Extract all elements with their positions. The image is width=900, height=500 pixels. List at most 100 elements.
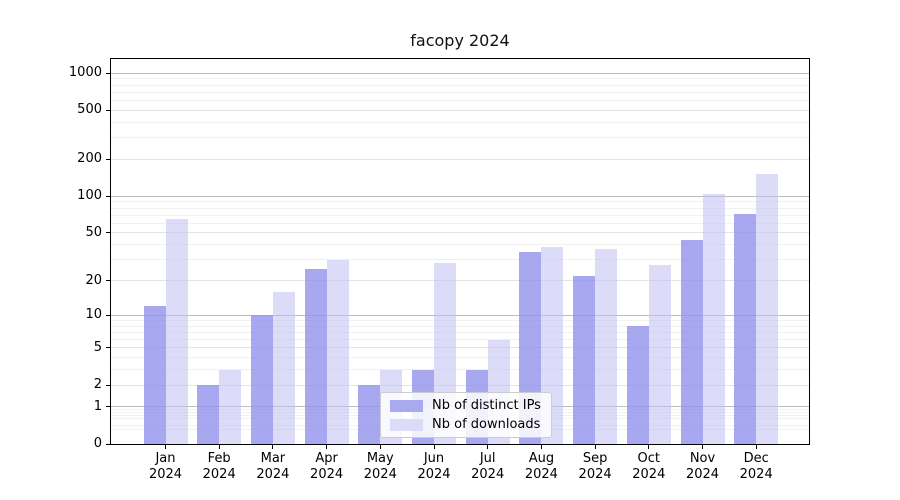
- minor-gridline: [111, 78, 809, 80]
- y-tick: [106, 280, 110, 282]
- y-axis-tick-label: 50: [85, 224, 102, 240]
- x-tick: [218, 445, 220, 449]
- x-axis-tick-label: May 2024: [363, 451, 397, 482]
- gridline: [111, 232, 809, 234]
- plot-area: [110, 58, 810, 445]
- gridline: [111, 280, 809, 282]
- y-axis-tick-label: 2: [93, 377, 102, 393]
- gridline: [111, 109, 809, 111]
- y-axis-tick-label: 500: [77, 102, 102, 118]
- y-axis-tick-label: 100: [77, 188, 102, 204]
- minor-gridline: [111, 121, 809, 123]
- y-axis-tick-label: 20: [85, 272, 102, 288]
- x-axis-tick-label: Aug 2024: [524, 451, 558, 482]
- minor-gridline: [111, 207, 809, 209]
- bar-downloads: [702, 193, 725, 444]
- x-axis-tick-label: Mar 2024: [256, 451, 290, 482]
- gridline: [111, 72, 809, 74]
- gridline: [111, 158, 809, 160]
- x-tick: [272, 445, 274, 449]
- y-axis-tick-label: 1: [93, 398, 102, 414]
- y-tick: [106, 406, 110, 408]
- legend: Nb of distinct IPs Nb of downloads: [380, 392, 552, 438]
- x-tick: [702, 445, 703, 449]
- legend-label-downloads: Nb of downloads: [432, 417, 541, 432]
- x-tick: [648, 445, 650, 449]
- legend-label-distinct-ips: Nb of distinct IPs: [432, 398, 541, 413]
- minor-gridline: [111, 84, 809, 86]
- minor-gridline: [111, 244, 809, 246]
- gridline: [111, 384, 809, 386]
- x-axis-tick-label: Nov 2024: [685, 451, 720, 482]
- minor-gridline: [111, 331, 809, 333]
- bar-downloads: [272, 291, 295, 444]
- x-tick: [379, 445, 381, 449]
- x-tick: [487, 445, 489, 449]
- bar-downloads: [219, 369, 242, 444]
- bar-distinct-ips: [143, 306, 166, 444]
- gridline: [111, 347, 809, 349]
- y-axis-tick-label: 200: [77, 151, 102, 167]
- legend-swatch-distinct-ips: [390, 399, 423, 412]
- x-tick: [433, 445, 435, 449]
- bar-distinct-ips: [197, 385, 220, 444]
- minor-gridline: [111, 259, 809, 261]
- bar-distinct-ips: [250, 315, 273, 444]
- bar-downloads: [326, 259, 349, 444]
- bar-distinct-ips: [680, 239, 703, 444]
- y-tick: [106, 347, 110, 349]
- bar-downloads: [756, 173, 779, 444]
- minor-gridline: [111, 319, 809, 321]
- y-axis-tick-label: 1000: [68, 65, 102, 81]
- x-tick: [594, 445, 596, 449]
- legend-swatch-downloads: [390, 418, 423, 431]
- minor-gridline: [111, 222, 809, 224]
- y-axis-tick-label: 5: [93, 339, 102, 355]
- x-axis-tick-label: Jun 2024: [417, 451, 451, 482]
- y-tick: [106, 109, 110, 111]
- x-axis-tick-label: Dec 2024: [739, 451, 773, 482]
- x-axis-tick-label: Apr 2024: [310, 451, 344, 482]
- minor-gridline: [111, 357, 809, 359]
- minor-gridline: [111, 369, 809, 371]
- bar-distinct-ips: [734, 213, 757, 444]
- bar-distinct-ips: [304, 269, 327, 444]
- y-axis-tick-label: 10: [85, 307, 102, 323]
- x-axis-tick-label: Jul 2024: [471, 451, 505, 482]
- y-axis-tick-label: 0: [93, 436, 102, 451]
- x-tick: [540, 445, 542, 449]
- x-axis-tick-label: Oct 2024: [632, 451, 666, 482]
- x-axis-tick-label: Feb 2024: [202, 451, 236, 482]
- x-axis-tick-label: Jan 2024: [148, 451, 183, 482]
- y-tick: [106, 158, 110, 160]
- x-axis-tick-label: Sep 2024: [578, 451, 612, 482]
- x-tick: [755, 445, 757, 449]
- minor-gridline: [111, 91, 809, 93]
- legend-item-distinct-ips: Nb of distinct IPs: [390, 398, 541, 413]
- bar-downloads: [595, 248, 618, 444]
- chart-title: facopy 2024: [410, 31, 510, 50]
- bar-distinct-ips: [573, 275, 596, 444]
- y-tick: [106, 72, 110, 74]
- gridline: [111, 314, 809, 316]
- minor-gridline: [111, 325, 809, 327]
- minor-gridline: [111, 339, 809, 341]
- y-tick: [106, 384, 110, 386]
- x-tick: [165, 445, 166, 449]
- gridline: [111, 195, 809, 197]
- x-tick: [326, 445, 328, 449]
- bar-distinct-ips: [358, 385, 381, 444]
- y-tick: [106, 443, 110, 445]
- bar-distinct-ips: [626, 326, 649, 444]
- minor-gridline: [111, 99, 809, 101]
- bar-downloads: [648, 265, 671, 444]
- minor-gridline: [111, 214, 809, 216]
- legend-item-downloads: Nb of downloads: [390, 417, 541, 432]
- y-tick: [106, 314, 110, 316]
- minor-gridline: [111, 137, 809, 139]
- minor-gridline: [111, 201, 809, 203]
- y-tick: [106, 195, 110, 197]
- y-tick: [106, 232, 110, 234]
- bar-downloads: [165, 219, 188, 444]
